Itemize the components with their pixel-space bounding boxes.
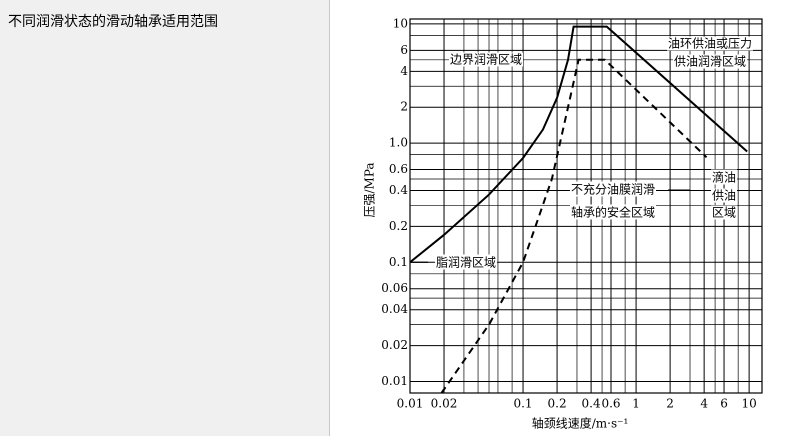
label-background — [710, 205, 738, 220]
x-tick-label: 6 — [720, 397, 728, 411]
annotation: 轴承的安全区域 — [571, 205, 655, 220]
annotation: 滴油 — [712, 170, 736, 185]
annotation: 供油 — [712, 189, 736, 203]
x-tick-label: 2 — [666, 397, 674, 411]
y-tick-label: 0.06 — [381, 281, 408, 295]
label-background — [710, 188, 738, 203]
label-background — [434, 254, 498, 270]
y-tick-label: 0.1 — [389, 255, 408, 269]
y-tick-label: 0.02 — [381, 338, 408, 352]
y-tick-label: 6 — [400, 43, 408, 57]
y-tick-label: 1.0 — [389, 136, 408, 150]
x-axis-label: 轴颈线速度/m·s⁻¹ — [532, 416, 629, 431]
annotation: 边界润滑区域 — [450, 53, 522, 67]
x-tick-label: 0.2 — [548, 397, 567, 411]
y-tick-label: 0.01 — [381, 374, 408, 388]
x-tick-label: 10 — [741, 397, 756, 411]
y-tick-label: 0.04 — [381, 302, 408, 316]
label-background — [710, 169, 738, 185]
label-background — [666, 36, 754, 51]
label-background — [448, 52, 524, 67]
annotation: 区域 — [712, 206, 736, 220]
x-tick-label: 4 — [700, 397, 708, 411]
x-tick-label: 0.01 — [397, 397, 424, 411]
x-tick-label: 0.4 — [582, 397, 601, 411]
x-tick-label: 0.6 — [601, 397, 620, 411]
plot-frame — [409, 18, 763, 394]
x-tick-label: 0.02 — [431, 397, 458, 411]
panel-title: 不同润滑状态的滑动轴承适用范围 — [8, 14, 218, 30]
y-tick-label: 10 — [393, 16, 408, 30]
y-tick-label: 0.2 — [389, 219, 408, 233]
label-background — [569, 204, 657, 220]
annotation: 脂润滑区域 — [436, 255, 496, 270]
y-tick-label: 0.6 — [389, 162, 408, 176]
line — [409, 25, 748, 264]
annotation: 供油润滑区域 — [674, 55, 746, 69]
annotation: 不充分油膜润滑 — [571, 182, 655, 197]
x-tick-label: 0.1 — [513, 397, 532, 411]
x-tick-label: 1 — [632, 397, 640, 411]
y-tick-label: 0.4 — [389, 183, 408, 197]
y-tick-label: 2 — [400, 100, 408, 114]
label-background — [569, 181, 657, 197]
line — [440, 58, 708, 394]
side-panel: 不同润滑状态的滑动轴承适用范围 — [0, 0, 330, 436]
label-background — [672, 54, 748, 69]
annotation: 油环供油或压力 — [668, 37, 752, 51]
y-axis-label: 压强/MPa — [363, 162, 377, 217]
y-tick-label: 4 — [400, 64, 408, 78]
